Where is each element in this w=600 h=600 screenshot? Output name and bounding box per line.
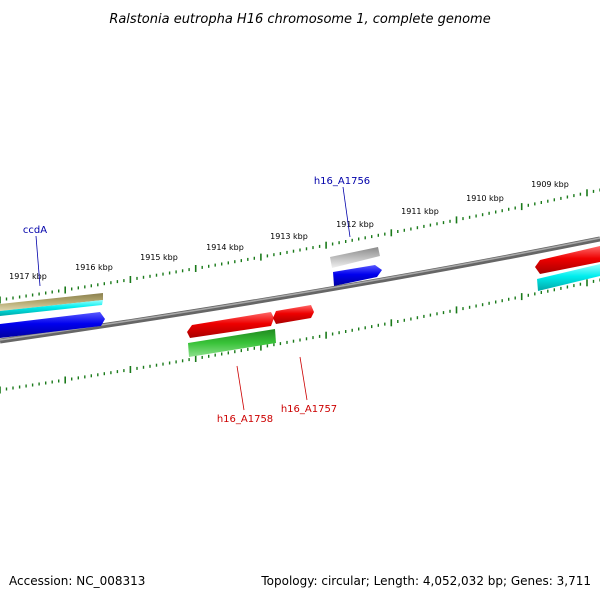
tick-label-1912: 1912 kbp (336, 220, 374, 229)
gene-red-h16-a1758[interactable] (187, 312, 274, 338)
tick-label-1909: 1909 kbp (531, 180, 569, 189)
gene-cyan-bar-right[interactable] (537, 264, 600, 291)
gene-blue-arrow-small[interactable] (333, 265, 382, 286)
h16-a1757-leader (299, 356, 308, 401)
tick-label-1913: 1913 kbp (270, 232, 308, 241)
lower-tick-ring (0, 278, 600, 394)
gene-label-h16-a1756: h16_A1756 (314, 176, 370, 187)
upper-tick-ring (0, 188, 600, 304)
gene-red-h16-a1757[interactable] (273, 305, 314, 324)
tick-label-1914: 1914 kbp (206, 243, 244, 252)
tick-label-1911: 1911 kbp (401, 207, 439, 216)
gene-cyan-bar[interactable] (0, 300, 103, 316)
map-title: Ralstonia eutropha H16 chromosome 1, com… (109, 12, 490, 27)
h16-a1756-leader (342, 186, 351, 238)
ccda-leader (35, 235, 41, 287)
gene-blue-arrow[interactable] (0, 312, 105, 338)
tick-label-1916: 1916 kbp (75, 263, 113, 272)
gene-gray-bar[interactable] (330, 247, 380, 268)
tick-label-1910: 1910 kbp (466, 194, 504, 203)
gene-khaki-bar[interactable] (0, 293, 103, 311)
tick-label-1915: 1915 kbp (140, 253, 178, 262)
genome-summary-text: Topology: circular; Length: 4,052,032 bp… (261, 574, 591, 588)
chromosome-backbone (0, 236, 600, 344)
h16-a1758-leader (236, 365, 245, 411)
accession-text: Accession: NC_008313 (9, 574, 146, 588)
gene-label-h16-a1757: h16_A1757 (281, 404, 337, 415)
gene-green-bar[interactable] (188, 329, 276, 357)
gene-label-h16-a1758: h16_A1758 (217, 414, 273, 425)
gene-label-ccda: ccdA (23, 225, 47, 236)
tick-label-1917: 1917 kbp (9, 272, 47, 281)
gene-red-arrow-right[interactable] (535, 246, 600, 274)
